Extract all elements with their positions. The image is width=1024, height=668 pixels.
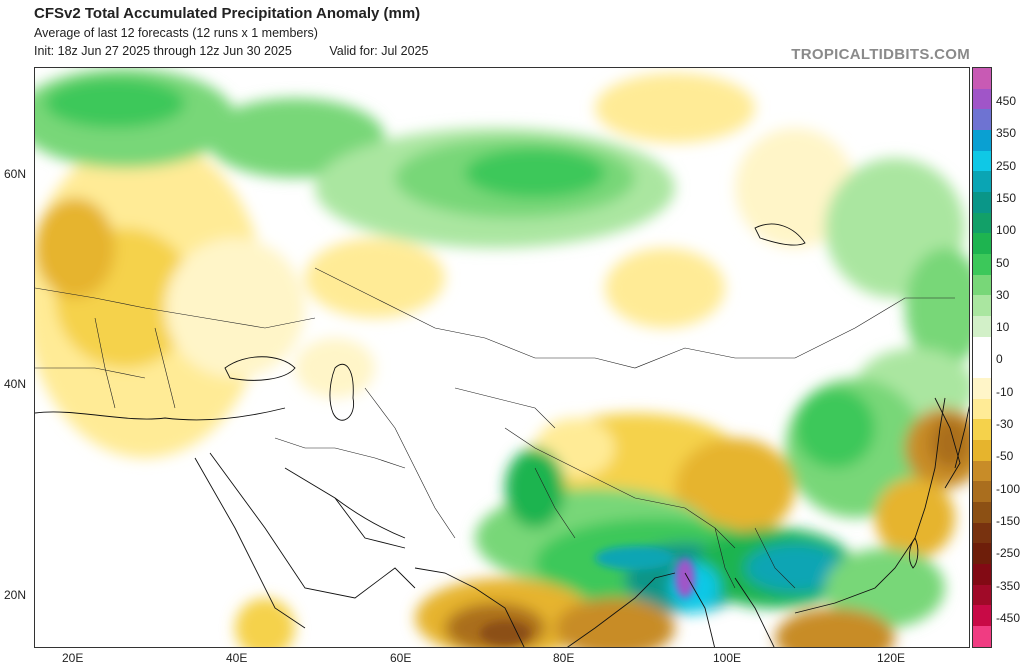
- lon-label: 80E: [553, 651, 575, 665]
- country-borders: [35, 267, 955, 589]
- coastlines: [35, 223, 969, 647]
- colorbar-label: 100: [996, 223, 1017, 238]
- colorbar-label: -450: [996, 610, 1021, 625]
- colorbar-segment: [973, 150, 991, 172]
- lat-label: 60N: [4, 167, 27, 181]
- header: CFSv2 Total Accumulated Precipitation An…: [34, 4, 428, 60]
- precip-anomaly-map: [34, 67, 970, 648]
- colorbar-segment: [973, 192, 991, 213]
- colorbar-label: -150: [996, 513, 1021, 528]
- colorbar-label: -350: [996, 578, 1021, 593]
- colorbar-segment: [973, 212, 991, 234]
- colorbar-segment: [973, 88, 991, 110]
- init-valid-line: Init: 18z Jun 27 2025 through 12z Jun 30…: [34, 42, 428, 60]
- colorbar-segment: [973, 357, 991, 379]
- colorbar-label: -30: [996, 417, 1014, 431]
- colorbar-segment: [973, 316, 991, 337]
- colorbar-segment: [973, 543, 991, 565]
- lon-label: 20E: [62, 651, 84, 665]
- map-canvas: [35, 68, 969, 647]
- colorbar-segment: [973, 502, 991, 523]
- colorbar-segment: [973, 130, 991, 151]
- colorbar-label: -250: [996, 546, 1021, 561]
- brand-watermark: TROPICALTIDBITS.COM: [791, 46, 970, 63]
- colorbar-segment: [973, 419, 991, 441]
- colorbar-label: 350: [996, 126, 1017, 141]
- lat-label: 40N: [4, 377, 27, 391]
- lon-label: 40E: [226, 651, 248, 665]
- colorbar-segment: [973, 626, 991, 647]
- colorbar-segment: [973, 233, 991, 255]
- colorbar-label: 30: [996, 287, 1010, 302]
- colorbar-label: 10: [996, 320, 1010, 335]
- colorbar-label: 150: [996, 190, 1017, 205]
- colorbar-label: -100: [996, 481, 1021, 496]
- anomaly-shading: [35, 68, 969, 647]
- colorbar-segment: [973, 171, 991, 193]
- colorbar: [972, 67, 992, 648]
- colorbar-segment: [973, 605, 991, 627]
- colorbar-segment: [973, 460, 991, 482]
- colorbar-segment: [973, 522, 991, 544]
- colorbar-segment: [973, 398, 991, 420]
- colorbar-label: -10: [996, 384, 1014, 399]
- colorbar-segment: [973, 274, 991, 296]
- colorbar-segment: [973, 440, 991, 461]
- valid-text: Valid for: Jul 2025: [329, 44, 429, 58]
- colorbar-label: 0: [996, 352, 1003, 367]
- colorbar-segment: [973, 109, 991, 131]
- anomaly-shading-detail: [480, 546, 695, 645]
- map-subtitle: Average of last 12 forecasts (12 runs x …: [34, 26, 318, 40]
- colorbar-label: 250: [996, 158, 1017, 173]
- map-title: CFSv2 Total Accumulated Precipitation An…: [34, 5, 421, 22]
- init-text: Init: 18z Jun 27 2025 through 12z Jun 30…: [34, 44, 292, 58]
- lon-label: 100E: [713, 651, 742, 665]
- colorbar-label: 450: [996, 94, 1017, 108]
- colorbar-segment: [973, 481, 991, 503]
- colorbar-segment: [973, 584, 991, 606]
- colorbar-segment: [973, 336, 991, 358]
- colorbar-segment: [973, 378, 991, 399]
- colorbar-segment: [973, 254, 991, 275]
- colorbar-segment: [973, 68, 991, 89]
- lon-label: 60E: [390, 651, 412, 665]
- lon-label: 120E: [877, 651, 906, 665]
- colorbar-segment: [973, 295, 991, 317]
- colorbar-label: -50: [996, 449, 1014, 464]
- colorbar-segment: [973, 564, 991, 585]
- colorbar-label: 50: [996, 255, 1010, 270]
- lat-label: 20N: [4, 588, 27, 602]
